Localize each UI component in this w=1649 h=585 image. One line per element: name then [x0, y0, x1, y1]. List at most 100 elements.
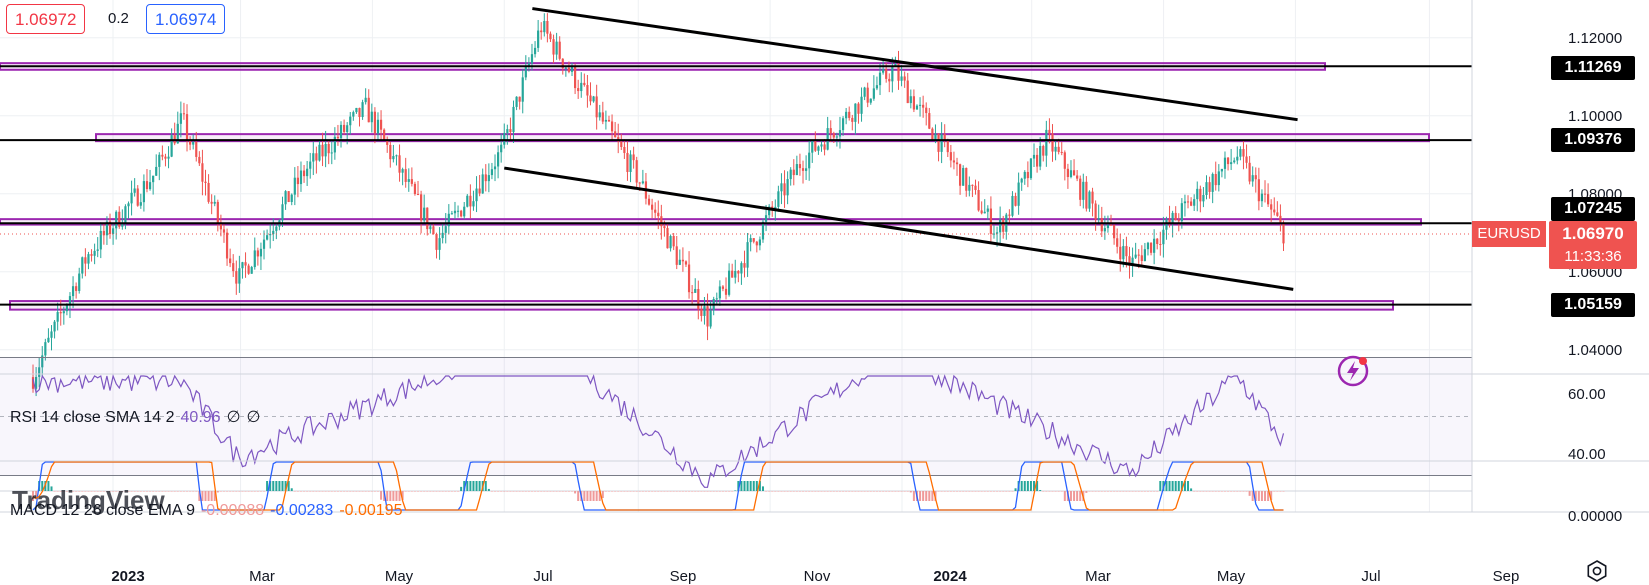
candle-body — [219, 222, 222, 230]
buy-price-button[interactable]: 1.06974 — [146, 4, 226, 34]
candle-body — [275, 226, 278, 231]
sell-price-button[interactable]: 1.06972 — [6, 4, 86, 34]
candle-body — [632, 154, 635, 161]
candle-body — [1171, 212, 1174, 225]
macd-histogram-bar — [494, 491, 497, 492]
macd-histogram-bar — [253, 491, 256, 492]
macd-histogram-bar — [983, 491, 986, 492]
macd-histogram-bar — [1257, 491, 1260, 501]
alert-icon[interactable] — [1336, 354, 1370, 388]
candle-body — [931, 128, 934, 141]
candle-body — [229, 258, 232, 264]
macd-histogram-bar — [746, 481, 749, 491]
macd-pane — [0, 461, 1472, 511]
macd-histogram-bar — [1011, 491, 1014, 492]
candle-body — [349, 116, 352, 126]
candle-body — [71, 286, 75, 297]
macd-histogram-bar — [438, 491, 441, 492]
settings-icon[interactable] — [1586, 560, 1608, 582]
macd-histogram-bar — [857, 491, 860, 492]
candle-body — [1103, 228, 1106, 232]
x-tick: Nov — [803, 568, 831, 585]
candle-body — [1082, 181, 1085, 200]
rsi-legend[interactable]: RSI 14 close SMA 14 2 40.96 ∅ ∅ — [10, 407, 266, 427]
rsi-legend-value: 40.96 — [180, 409, 221, 426]
candle-body — [299, 170, 303, 185]
macd-histogram-bar — [1208, 491, 1211, 492]
macd-histogram-bar — [567, 491, 570, 492]
macd-histogram-bar — [1045, 491, 1048, 492]
candle-body — [1054, 146, 1057, 152]
candle-body — [373, 111, 376, 134]
candle-body — [204, 181, 207, 183]
candle-body — [31, 377, 35, 389]
candle-body — [475, 188, 478, 202]
macd-histogram-bar — [355, 491, 358, 492]
macd-histogram-bar — [845, 491, 848, 492]
macd-histogram-bar — [999, 491, 1002, 492]
candle-body — [1039, 146, 1042, 167]
macd-histogram-bar — [1199, 491, 1202, 492]
candle-body — [342, 124, 346, 133]
candle-body — [182, 113, 186, 115]
macd-histogram-bar — [287, 481, 290, 491]
candle-body — [312, 153, 315, 162]
macd-histogram-bar — [1116, 491, 1119, 492]
candle-body — [1211, 174, 1214, 192]
candle-body — [934, 133, 937, 141]
candle-body — [469, 195, 472, 207]
candle-body — [675, 246, 678, 265]
candle-body — [413, 183, 417, 194]
macd-histogram-bar — [392, 491, 395, 501]
macd-histogram-bar — [718, 491, 721, 492]
macd-histogram-bar — [130, 491, 133, 492]
macd-histogram-bar — [121, 491, 124, 492]
horizontal-levels — [0, 65, 1472, 306]
macd-histogram-bar — [441, 491, 444, 492]
candle-body — [888, 78, 891, 82]
candle-body — [1183, 201, 1187, 204]
macd-histogram-bar — [534, 491, 537, 492]
candle-body — [426, 207, 429, 230]
rsi-legend-extra: ∅ — [226, 409, 241, 426]
macd-histogram-bar — [167, 491, 170, 492]
candle-body — [774, 206, 777, 209]
macd-histogram-bar — [725, 491, 728, 492]
macd-histogram-bar — [826, 491, 829, 492]
macd-histogram-bar — [771, 491, 774, 492]
candle-body — [786, 179, 789, 196]
macd-histogram-bar — [644, 491, 647, 492]
candle-body — [995, 232, 999, 234]
candle-body — [108, 221, 112, 234]
macd-histogram-bar — [940, 491, 943, 492]
macd-histogram-bar — [851, 491, 854, 492]
macd-histogram-bar — [1245, 491, 1248, 492]
macd-histogram-bar — [349, 491, 352, 492]
macd-histogram-bar — [838, 491, 841, 492]
macd-histogram-bar — [728, 491, 731, 492]
macd-histogram-bar — [543, 491, 546, 492]
candle-body — [804, 168, 808, 171]
candle-body — [1208, 182, 1211, 192]
macd-histogram-bar — [213, 491, 216, 501]
macd-histogram-bar — [1267, 491, 1270, 501]
candle-body — [210, 201, 213, 204]
candle-body — [1032, 154, 1036, 159]
macd-histogram-bar — [879, 491, 882, 492]
macd-histogram-bar — [1143, 491, 1146, 492]
candle-body — [1094, 203, 1097, 220]
candle-body — [148, 182, 152, 190]
candle-body — [841, 118, 845, 131]
candle-body — [111, 228, 115, 234]
macd-legend[interactable]: MACD 12 26 close EMA 9 -0.00088 -0.00283 -0… — [10, 502, 408, 520]
candle-body — [293, 177, 296, 195]
symbol-tag[interactable]: EURUSD — [1472, 221, 1546, 247]
candle-body — [626, 152, 629, 172]
macd-histogram-bar — [238, 491, 241, 492]
macd-histogram-bar — [1242, 491, 1245, 492]
candle-body — [352, 112, 355, 117]
macd-histogram-bar — [281, 481, 284, 491]
candle-body — [429, 226, 432, 230]
macd-histogram-bar — [648, 491, 651, 492]
